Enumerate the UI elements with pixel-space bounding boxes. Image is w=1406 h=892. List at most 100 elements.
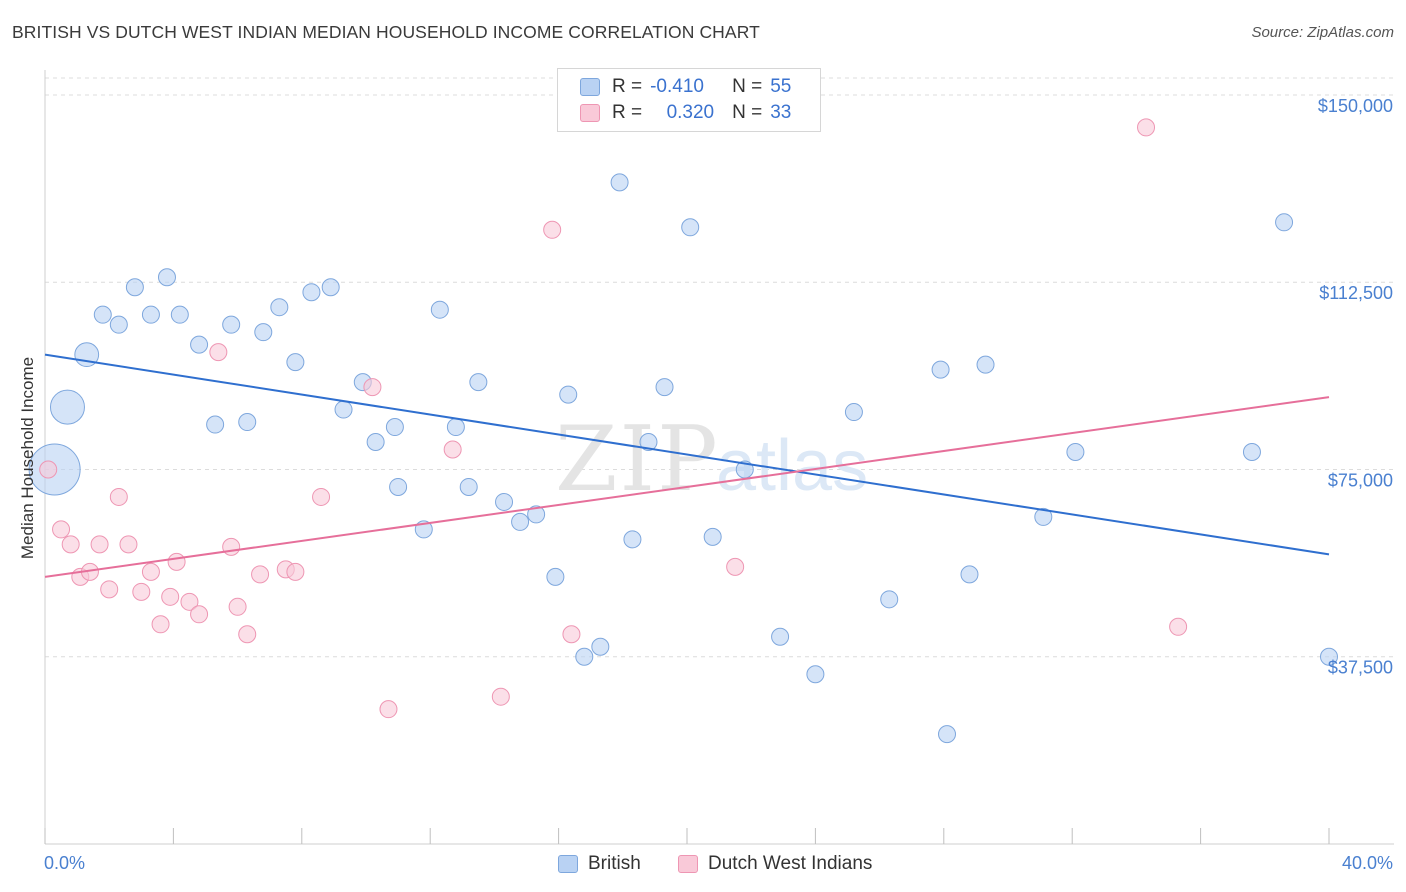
british-legend-label: British xyxy=(588,853,641,874)
british-point xyxy=(93,305,112,324)
legend: R = -0.410 N = 55 R = 0.320 N = 33 xyxy=(557,68,821,132)
bottom-legend-dutch: Dutch West Indians xyxy=(678,852,872,876)
watermark: ZIP atlas xyxy=(555,407,868,512)
x-tick-labels: 0.0% 40.0% xyxy=(44,853,1393,873)
british-point xyxy=(254,323,273,342)
dutch-swatch xyxy=(580,104,600,122)
british-point xyxy=(575,647,594,666)
british-point xyxy=(655,378,674,397)
british-r-value: -0.410 xyxy=(650,76,704,97)
dutch-point xyxy=(100,580,119,599)
dutch-point xyxy=(52,520,71,539)
british-point xyxy=(222,315,241,334)
dutch-point xyxy=(726,557,745,576)
dutch-point xyxy=(161,587,180,606)
british-point xyxy=(270,298,289,317)
dutch-point xyxy=(132,582,151,601)
british-point xyxy=(469,373,488,392)
dutch-point xyxy=(180,592,199,611)
british-point xyxy=(610,173,629,192)
british-point xyxy=(495,492,514,511)
british-point xyxy=(960,565,979,584)
british-point xyxy=(366,433,385,452)
dutch-point xyxy=(543,220,562,239)
y-tick-labels: $37,500 $75,000 $112,500 $150,000 xyxy=(1318,96,1393,678)
british-point xyxy=(334,400,353,419)
british-swatch xyxy=(580,78,600,96)
british-point xyxy=(302,283,321,302)
british-point xyxy=(976,355,995,374)
gridlines xyxy=(45,77,1394,658)
british-point xyxy=(385,418,404,437)
dutch-point xyxy=(286,562,305,581)
british-point xyxy=(844,403,863,422)
dutch-point xyxy=(562,625,581,644)
trendlines xyxy=(44,353,1330,578)
british-point xyxy=(459,477,478,496)
british-n-label: N = xyxy=(732,76,763,97)
british-point xyxy=(559,385,578,404)
dutch-point xyxy=(61,535,80,554)
british-point xyxy=(141,305,160,324)
british-point xyxy=(703,527,722,546)
british-point xyxy=(190,335,209,354)
british-point xyxy=(546,567,565,586)
dutch-point xyxy=(39,460,58,479)
british-point xyxy=(681,218,700,237)
british-point xyxy=(170,305,189,324)
british-point xyxy=(157,268,176,287)
dutch-point xyxy=(443,440,462,459)
british-point xyxy=(880,590,899,609)
dutch-point xyxy=(151,615,170,634)
british-point xyxy=(1066,443,1085,462)
british-point xyxy=(591,637,610,656)
dutch-point xyxy=(312,487,331,506)
british-point xyxy=(49,389,85,425)
british-point xyxy=(430,300,449,319)
british-point xyxy=(771,627,790,646)
chart-title: BRITISH VS DUTCH WEST INDIAN MEDIAN HOUS… xyxy=(12,22,760,42)
x-tick-label: 40.0% xyxy=(1342,853,1393,873)
dutch-point xyxy=(190,605,209,624)
british-point xyxy=(806,665,825,684)
dutch-n-label: N = xyxy=(732,102,763,123)
dutch-point xyxy=(222,537,241,556)
dutch-point xyxy=(379,700,398,719)
bottom-legend-british: British xyxy=(558,852,641,876)
legend-row-dutch: R = 0.320 N = 33 xyxy=(580,101,791,125)
british-point xyxy=(527,505,546,524)
y-tick-label: $75,000 xyxy=(1328,470,1393,490)
dutch-n-value: 33 xyxy=(770,102,792,123)
dutch-points xyxy=(39,118,1188,719)
dutch-point xyxy=(119,535,138,554)
british-legend-swatch xyxy=(558,855,578,873)
dutch-point xyxy=(238,625,257,644)
british-point xyxy=(109,315,128,334)
british-point xyxy=(623,530,642,549)
dutch-legend-label: Dutch West Indians xyxy=(708,853,873,874)
british-point xyxy=(639,433,658,452)
dutch-point xyxy=(491,687,510,706)
y-tick-label: $150,000 xyxy=(1318,96,1393,116)
british-point xyxy=(1242,443,1261,462)
dutch-point xyxy=(141,562,160,581)
dutch-legend-swatch xyxy=(678,855,698,873)
dutch-point xyxy=(1169,617,1188,636)
british-point xyxy=(931,360,950,379)
dutch-point xyxy=(228,597,247,616)
british-point xyxy=(938,725,957,744)
british-n-value: 55 xyxy=(770,76,792,97)
british-r-label: R = xyxy=(612,76,643,97)
british-point xyxy=(1320,647,1338,666)
british-point xyxy=(511,512,530,531)
british-point xyxy=(446,418,465,437)
y-tick-label: $37,500 xyxy=(1328,658,1393,678)
dutch-point xyxy=(363,378,382,397)
dutch-point xyxy=(90,535,109,554)
british-trendline xyxy=(44,353,1330,556)
dutch-point xyxy=(167,552,186,571)
y-tick-label: $112,500 xyxy=(1319,283,1393,303)
dutch-trendline xyxy=(44,396,1330,578)
british-point xyxy=(321,278,340,297)
